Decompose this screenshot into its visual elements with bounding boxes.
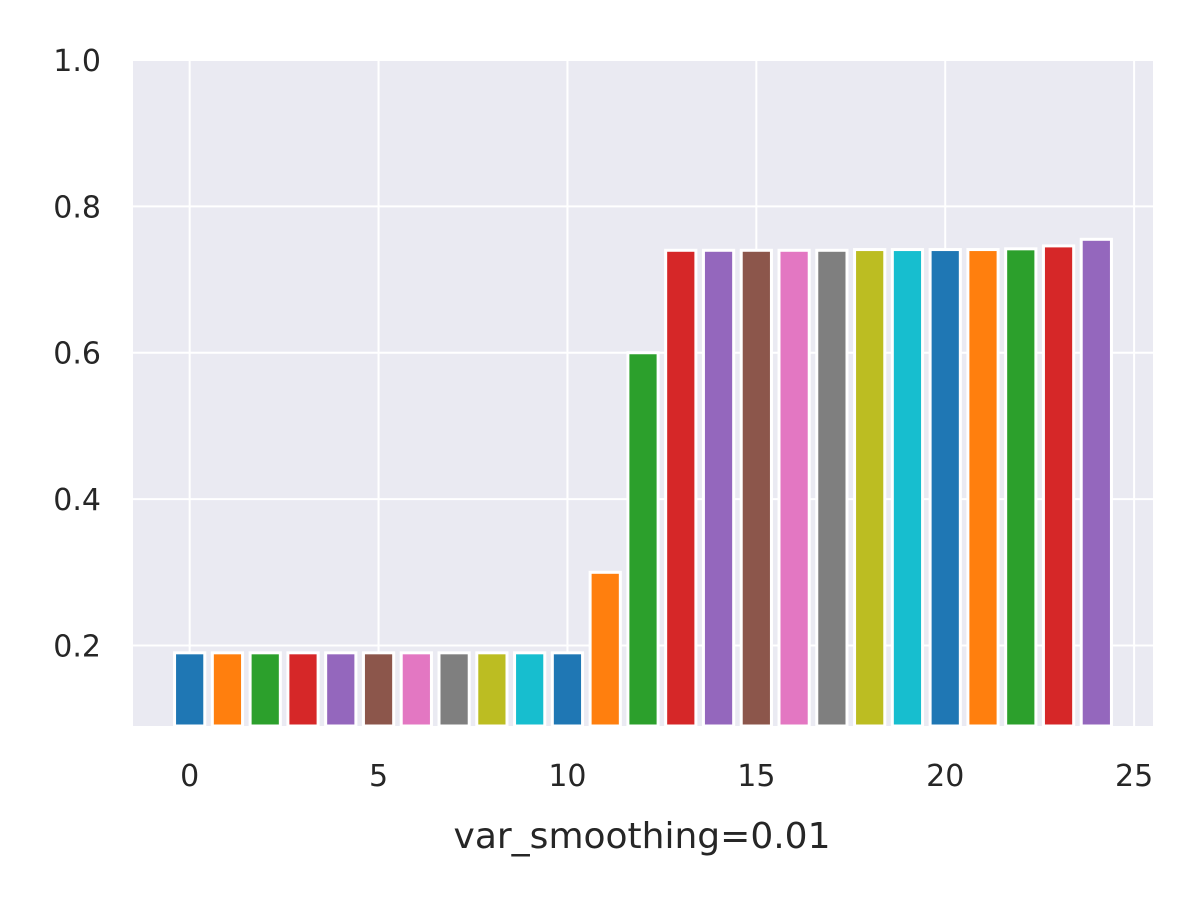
x-axis-ticks: 0 5 10 15 20 25 [180, 759, 1153, 794]
bar [513, 651, 547, 728]
bar [361, 651, 396, 728]
grid-lines [133, 59, 1153, 726]
bar [664, 248, 698, 728]
x-tick-label: 5 [369, 759, 388, 794]
bar [475, 651, 509, 728]
bar [1004, 247, 1038, 728]
bar [437, 651, 471, 728]
bar [248, 651, 282, 728]
bar [701, 248, 736, 728]
bar [626, 351, 660, 728]
bar [1079, 237, 1113, 728]
x-tick-label: 10 [548, 759, 586, 794]
bar [399, 651, 433, 728]
x-tick-label: 25 [1115, 759, 1153, 794]
bar [966, 248, 1000, 728]
bar [286, 651, 320, 728]
bar [777, 248, 811, 728]
bar [173, 651, 207, 728]
x-tick-label: 15 [737, 759, 775, 794]
y-tick-label: 0.6 [53, 337, 101, 372]
bar [853, 248, 887, 728]
bar [324, 651, 358, 728]
y-tick-label: 0.2 [53, 629, 101, 664]
bar [1041, 244, 1076, 728]
bar [739, 248, 773, 728]
x-axis-label: var_smoothing=0.01 [454, 816, 831, 857]
y-tick-label: 1.0 [53, 44, 101, 79]
y-tick-label: 0.4 [53, 483, 101, 518]
bar [550, 651, 585, 728]
y-axis-ticks: 0.2 0.4 0.6 0.8 1.0 [53, 44, 101, 664]
bar [210, 651, 245, 728]
bars [173, 237, 1113, 728]
x-tick-label: 20 [926, 759, 964, 794]
bar [588, 570, 622, 728]
bar [928, 248, 962, 728]
bar [890, 248, 925, 728]
y-tick-label: 0.8 [53, 190, 101, 225]
bar [815, 248, 849, 728]
x-tick-label: 0 [180, 759, 199, 794]
